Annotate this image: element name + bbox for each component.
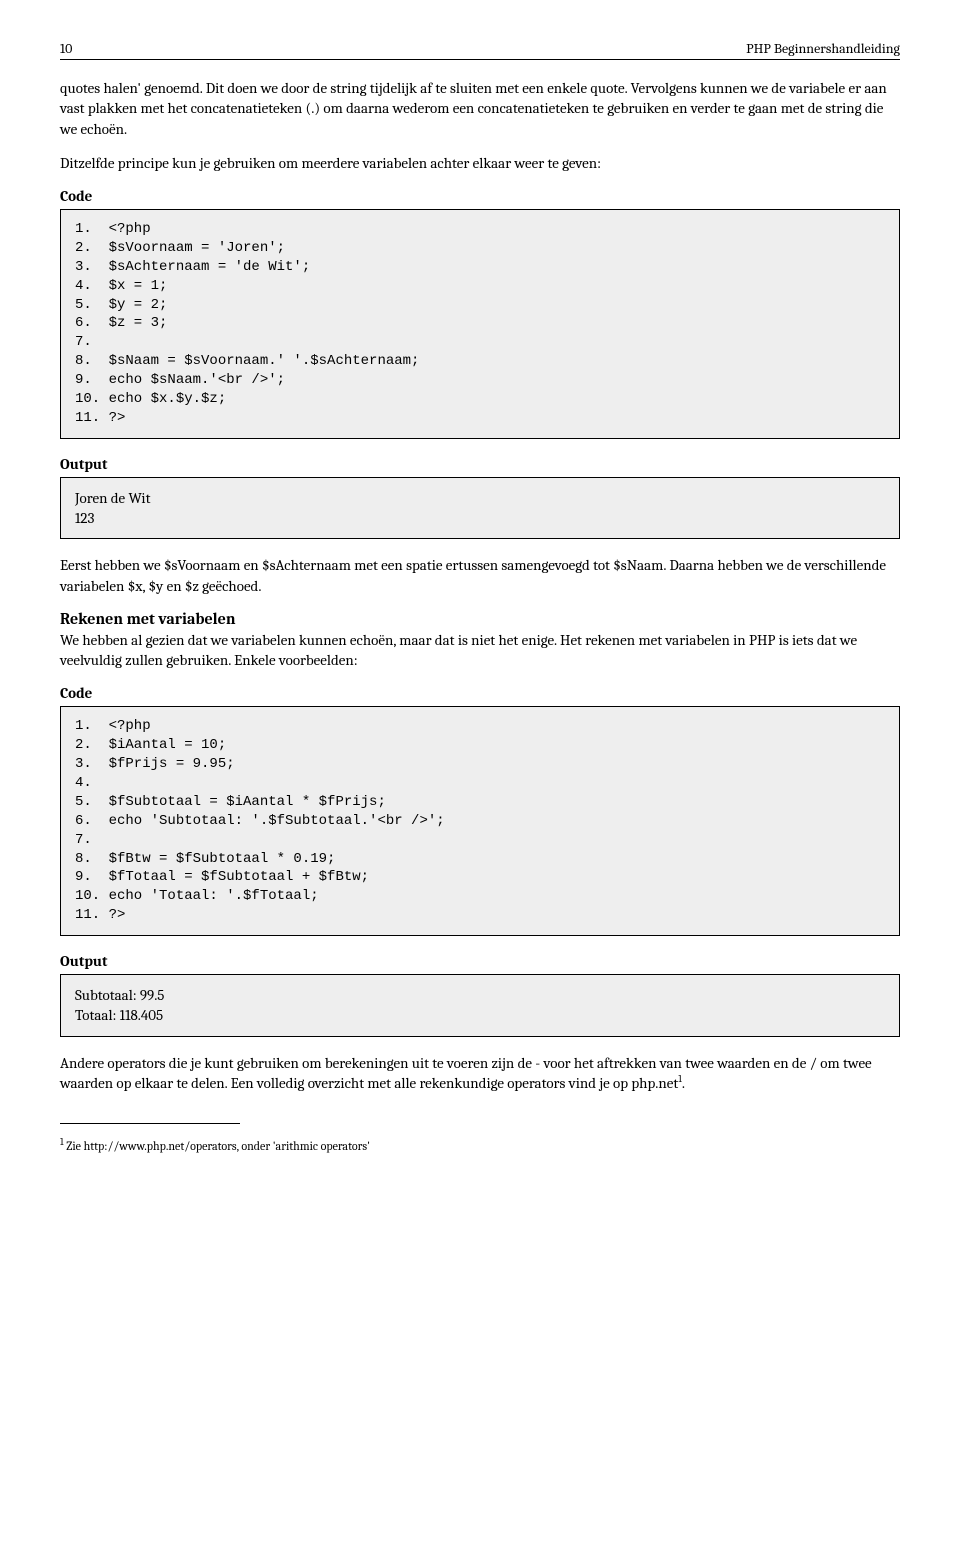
output-line: 123 bbox=[75, 508, 885, 528]
code-label-2: Code bbox=[60, 684, 900, 702]
doc-title: PHP Beginnershandleiding bbox=[746, 40, 900, 57]
output-label-1: Output bbox=[60, 455, 900, 473]
paragraph-intro-2: Ditzelfde principe kun je gebruiken om m… bbox=[60, 153, 900, 173]
output-line: Totaal: 118.405 bbox=[75, 1005, 885, 1025]
page-header: 10 PHP Beginnershandleiding bbox=[60, 40, 900, 60]
page-number: 10 bbox=[60, 40, 72, 57]
code-block-2: 1. <?php 2. $iAantal = 10; 3. $fPrijs = … bbox=[60, 706, 900, 936]
paragraph-operators-text: Andere operators die je kunt gebruiken o… bbox=[60, 1054, 872, 1092]
paragraph-intro-1: quotes halen' genoemd. Dit doen we door … bbox=[60, 78, 900, 139]
output-block-1: Joren de Wit 123 bbox=[60, 477, 900, 540]
output-block-2: Subtotaal: 99.5 Totaal: 118.405 bbox=[60, 974, 900, 1037]
paragraph-operators: Andere operators die je kunt gebruiken o… bbox=[60, 1053, 900, 1094]
paragraph-operators-end: . bbox=[682, 1074, 685, 1092]
footnote-1: 1 Zie http://www.php.net/operators, onde… bbox=[60, 1136, 900, 1153]
code-block-1: 1. <?php 2. $sVoornaam = 'Joren'; 3. $sA… bbox=[60, 209, 900, 439]
output-line: Joren de Wit bbox=[75, 488, 885, 508]
paragraph-explain-1: Eerst hebben we $sVoornaam en $sAchterna… bbox=[60, 555, 900, 596]
section-heading-rekenen: Rekenen met variabelen bbox=[60, 610, 900, 628]
output-line: Subtotaal: 99.5 bbox=[75, 985, 885, 1005]
code-label-1: Code bbox=[60, 187, 900, 205]
output-label-2: Output bbox=[60, 952, 900, 970]
paragraph-rekenen-intro: We hebben al gezien dat we variabelen ku… bbox=[60, 630, 900, 671]
footnote-separator bbox=[60, 1123, 240, 1124]
page-container: 10 PHP Beginnershandleiding quotes halen… bbox=[0, 0, 960, 1550]
footnote-text: Zie http://www.php.net/operators, onder … bbox=[64, 1139, 370, 1153]
